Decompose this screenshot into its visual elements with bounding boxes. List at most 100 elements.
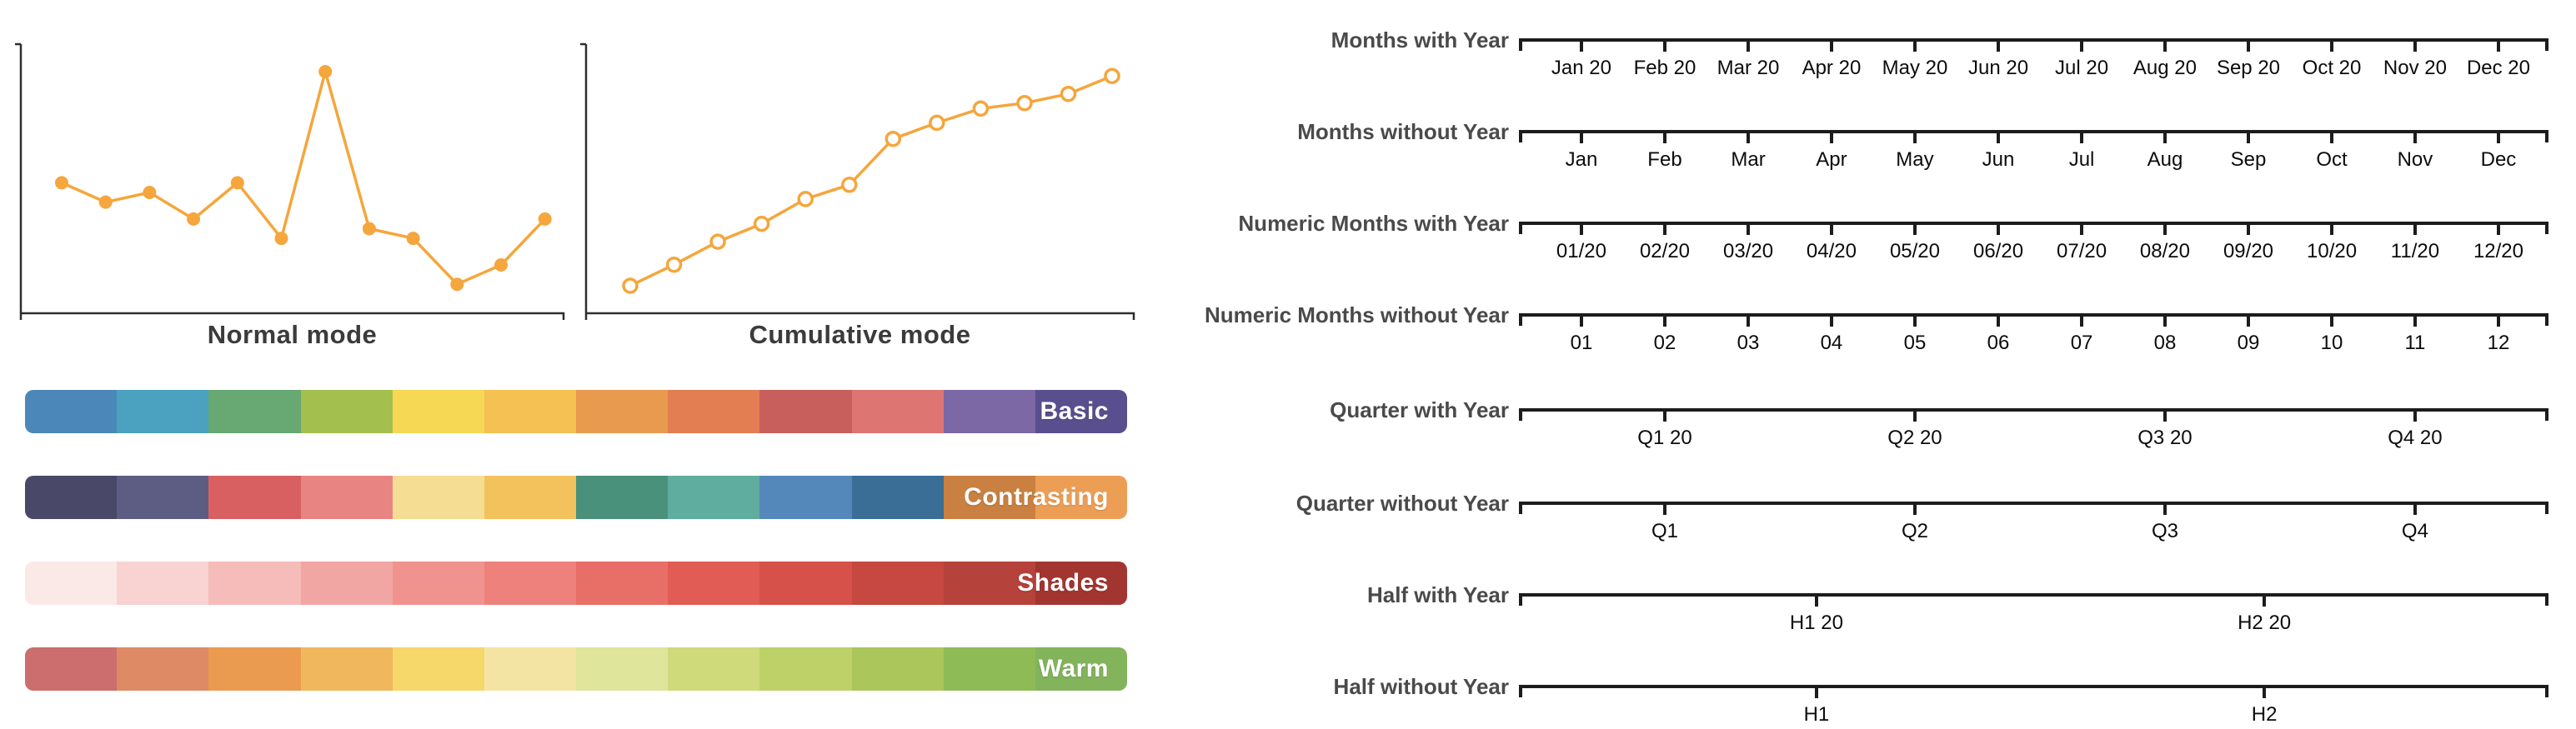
axis-format-example-months-without-year[interactable]: Jan Feb Mar Apr May Jun Jul Aug Sep Oct Nov Dec [1519,130,2548,171]
palette-swatch [300,476,393,519]
axis-tick [1997,38,2001,52]
palette-option-contrasting[interactable]: Contrasting [25,476,1127,519]
axis-tick-label: Jul 20 [2055,57,2109,79]
palette-swatch [25,562,118,605]
data-point [665,256,683,273]
palette-swatch [576,390,669,433]
palette-swatch [1035,476,1127,519]
axis-tick [2496,38,2500,52]
axis-tick-label: Dec 20 [2466,57,2530,79]
axis-format-example-quarter-with-year[interactable]: Q1 20 Q2 20 Q3 20 Q4 20 [1519,408,2548,449]
cumulative-mode-chart[interactable] [575,0,1150,367]
axis-endcap [2545,593,2548,606]
data-point [538,212,552,226]
palette-swatch [392,390,484,433]
palette-swatch [117,647,209,691]
axis-endcap [1519,408,1522,421]
axis-tick [2496,222,2500,235]
palette-label: Contrasting [964,483,1109,511]
palette-swatch [25,390,118,433]
axis-tick [2263,593,2267,607]
axis-format-example-quarter-without-year[interactable]: Q1 Q2 Q3 Q4 [1519,502,2548,542]
axis-tick-label: Q4 [2401,520,2428,542]
axis-tick-label: Jun 20 [1967,57,2029,79]
axis-format-example-half-without-year[interactable]: H1 H2 [1519,685,2548,726]
palette-swatch [484,390,577,433]
palette-option-basic[interactable]: Basic [25,390,1127,433]
axis-tick [1662,38,1666,52]
data-point [929,114,945,132]
axis-format-example-months-with-year[interactable]: Jan 20 Feb 20 Mar 20 Apr 20 May 20 Jun 20 Jul … [1519,38,2548,79]
axis-tick-label: 12/20 [2473,240,2523,262]
palette-swatch [576,647,669,691]
axis-format-label-quarter-with-year: Quarter with Year [1330,397,1509,422]
axis-tick-label: H1 [1803,703,1830,726]
axis-endcap [1519,685,1522,697]
axis-tick-label: 04 [1820,332,1843,354]
axis-tick [1829,130,1833,143]
axis-tick-label: 09/20 [2223,240,2274,262]
axis-tick [1997,222,2001,235]
axis-tick [1829,313,1833,327]
data-point [318,65,333,78]
axis-tick [2080,222,2084,235]
axis-tick [2163,502,2167,515]
axis-format-label-months-with-year: Months with Year [1331,27,1509,52]
axis-tick [1829,38,1833,52]
axis-tick-label: 09 [2237,332,2260,354]
axis-tick-label: Feb 20 [1633,57,1696,79]
axis-tick [2496,313,2500,327]
palette-swatch [300,562,393,605]
data-point [98,195,113,209]
palette-swatch [25,647,118,691]
data-point [709,233,726,250]
axis-tick [2413,408,2417,422]
palette-swatch [668,647,760,691]
axis-tick-label: 08/20 [2139,240,2190,262]
axis-format-label-numeric-months-with-year: Numeric Months with Year [1238,211,1509,236]
axis-tick [1579,313,1583,327]
axis-tick-label: Q3 20 [2137,427,2193,449]
axis-tick-label: 06 [1987,332,2010,354]
data-point [406,232,420,246]
palette-swatch [576,476,669,519]
axis-format-example-numeric-months-with-year[interactable]: 01/20 02/20 03/20 04/20 05/20 06/20 07/20 08/20… [1519,222,2548,262]
axis-tick-label: Jan [1565,148,1598,171]
axis-tick-label: 07/20 [2057,240,2107,262]
axis-format-label-half-with-year: Half with Year [1366,582,1509,607]
palette-swatch [484,647,577,691]
axis-endcap [2545,313,2548,326]
palette-swatch [759,390,852,433]
axis-format-example-half-with-year[interactable]: H1 20 H2 20 [1519,593,2548,634]
axis-tick [1912,502,1917,515]
normal-mode-chart[interactable] [0,0,575,367]
axis-tick-label: 01 [1570,332,1593,354]
axis-tick-label: Sep [2230,148,2267,171]
data-point [362,222,376,236]
axis-tick-label: 08 [2153,332,2177,354]
axis-tick-label: H2 [2251,703,2278,726]
palette-option-warm[interactable]: Warm [25,647,1127,691]
axis-tick-label: Aug [2147,148,2183,171]
axis-tick-label: 02 [1653,332,1676,354]
data-point [622,277,639,294]
palette-swatch [576,562,669,605]
data-point [1016,94,1033,112]
axis-tick [1747,130,1751,143]
axis-tick [2413,502,2417,515]
palette-swatch [1035,562,1127,605]
palette-option-shades[interactable]: Shades [25,562,1127,605]
axis-tick [2246,38,2250,52]
data-line [629,74,1113,287]
axis-format-example-numeric-months-without-year[interactable]: 01 02 03 04 05 06 07 08 09 10 11 12 [1519,313,2548,354]
axis-tick-label: 05 [1903,332,1927,354]
axis-format-label-months-without-year: Months without Year [1297,119,1509,144]
axis-tick-label: 04/20 [1806,240,1857,262]
axis-tick-label: 10/20 [2307,240,2358,262]
axis-tick [1912,408,1917,422]
axis-tick-label: Q1 [1651,520,1678,542]
axis-tick-label: Aug 20 [2132,57,2197,79]
palette-swatch [668,476,760,519]
axis-tick-label: Oct [2316,148,2348,171]
axis-tick [1747,313,1751,327]
